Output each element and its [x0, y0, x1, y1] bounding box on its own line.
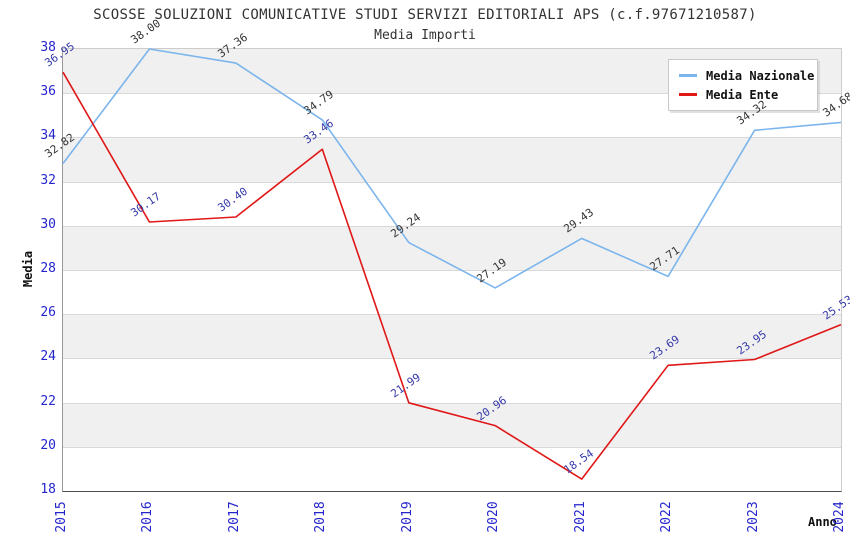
y-tick-label: 36 [40, 84, 56, 100]
x-tick-label: 2024 [832, 501, 847, 533]
legend: Media Nazionale Media Ente [668, 59, 818, 111]
gridline [63, 402, 841, 404]
grid-band [63, 358, 841, 403]
x-axis-title: Anno [808, 515, 837, 529]
gridline [63, 446, 841, 448]
gridline [63, 225, 841, 227]
y-tick-label: 28 [40, 261, 56, 276]
series-lines-svg [62, 48, 842, 480]
y-tick-label: 30 [40, 216, 56, 232]
x-tick-label: 2016 [140, 501, 156, 533]
y-tick-label: 34 [40, 128, 56, 144]
grid-band [63, 137, 841, 182]
legend-label-media-nazionale: Media Nazionale [706, 68, 815, 83]
legend-swatch-media-nazionale-icon [679, 74, 697, 77]
grid-band [63, 402, 841, 447]
chart-subtitle: Media Importi [374, 28, 476, 43]
y-tick-label: 18 [40, 482, 56, 497]
gridline [63, 314, 841, 316]
x-tick-label: 2021 [572, 501, 588, 533]
legend-item-media-nazionale: Media Nazionale [679, 66, 814, 85]
legend-swatch-media-ente-icon [679, 93, 697, 96]
x-tick-label: 2015 [54, 501, 69, 533]
x-tick-label: 2019 [399, 501, 415, 533]
x-tick-label: 2022 [659, 501, 675, 533]
grid-band [63, 270, 841, 315]
y-tick-label: 20 [40, 437, 56, 453]
gridline [63, 358, 841, 360]
grid-band [63, 314, 841, 359]
x-tick-label: 2023 [745, 501, 761, 533]
gridline [63, 137, 841, 139]
legend-label-media-ente: Media Ente [706, 87, 779, 102]
y-tick-label: 26 [40, 305, 56, 321]
y-tick-label: 24 [40, 349, 56, 365]
x-tick-label: 2018 [313, 501, 329, 533]
y-tick-label: 32 [40, 172, 56, 188]
legend-item-media-ente: Media Ente [679, 85, 807, 104]
series-line-media-ente [62, 71, 842, 480]
grid-band [63, 446, 841, 491]
x-tick-label: 2017 [226, 501, 242, 533]
y-tick-label: 22 [40, 393, 56, 409]
gridline [63, 93, 841, 95]
grid-band [63, 225, 841, 270]
y-tick-label: 38 [40, 40, 56, 55]
plot-area [62, 48, 842, 492]
gridline [63, 270, 841, 271]
gridline [63, 181, 841, 183]
chart-title: SCOSSE SOLUZIONI COMUNICATIVE STUDI SERV… [93, 7, 757, 23]
x-tick-label: 2020 [486, 501, 502, 533]
series-line-media-nazionale [62, 48, 842, 289]
